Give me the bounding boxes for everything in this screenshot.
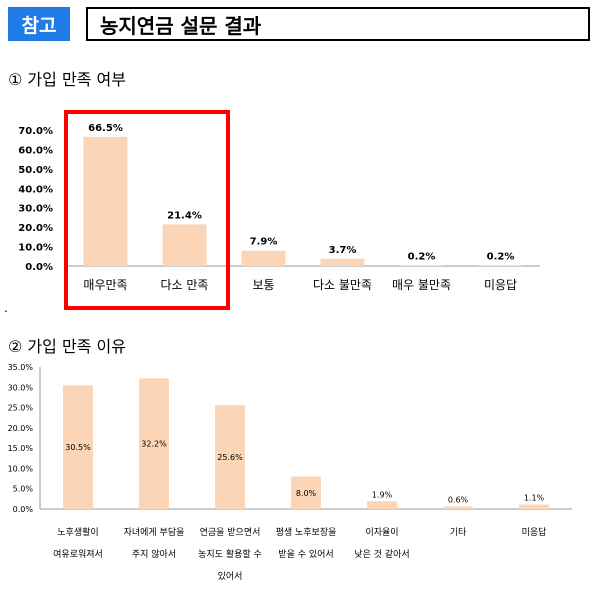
x-tick-label: 낮은 것 같아서 — [354, 548, 409, 560]
satisfaction-chart: 0.0% 10.0% 20.0% 30.0% 40.0% 50.0% 60.0% 70.0% 6… — [0, 100, 600, 300]
x-tick-label: 주지 않아서 — [132, 549, 176, 560]
reason-chart: 0.0% 5.0% 10.0% 15.0% 20.0% 25.0% 30.0% 35.0% 30… — [0, 355, 600, 595]
bar — [163, 224, 207, 266]
x-tick-label: 매우 불만족 — [392, 278, 451, 292]
y-tick-label: 60.0% — [18, 145, 53, 156]
y-tick-label: 25.0% — [8, 404, 34, 413]
data-label: 0.2% — [487, 252, 515, 263]
y-tick-label: 0.0% — [25, 262, 53, 273]
data-label: 21.4% — [167, 210, 202, 221]
x-tick-label: 매우만족 — [83, 278, 127, 292]
x-tick-label: 다소 만족 — [161, 278, 209, 292]
y-tick-label: 10.0% — [18, 243, 53, 254]
y-tick-label: 30.0% — [18, 204, 53, 215]
x-tick-label: 이자율이 — [365, 527, 398, 538]
y-tick-label: 35.0% — [8, 363, 34, 372]
x-tick-label: 있어서 — [218, 570, 243, 582]
data-label: 30.5% — [65, 443, 91, 452]
data-label: 0.6% — [448, 496, 469, 505]
x-tick-label: 평생 노후보장을 — [276, 527, 337, 538]
y-tick-label: 15.0% — [8, 444, 34, 453]
page-title: 농지연금 설문 결과 — [86, 7, 590, 41]
y-tick-label: 30.0% — [8, 383, 34, 392]
x-tick-label: 미응답 — [484, 278, 517, 292]
x-tick-label: 연금을 받으면서 — [200, 527, 261, 538]
x-tick-label: 노후생활이 — [57, 526, 98, 538]
bar — [443, 507, 473, 509]
x-tick-label: 받을 수 있어서 — [278, 548, 333, 560]
section-1-title: ① 가입 만족 여부 — [8, 66, 126, 90]
x-tick-label: 여유로워져서 — [53, 548, 103, 560]
stray-dot: . — [4, 301, 8, 315]
x-tick-label: 자녀에게 부담을 — [124, 526, 185, 538]
y-tick-label: 40.0% — [18, 184, 53, 195]
data-label: 1.9% — [372, 490, 393, 499]
y-tick-label: 20.0% — [18, 223, 53, 234]
y-tick-label: 50.0% — [18, 165, 53, 176]
x-tick-label: 보통 — [252, 278, 274, 292]
data-label: 1.1% — [524, 494, 545, 503]
x-tick-label: 다소 불만족 — [313, 278, 372, 292]
data-label: 66.5% — [88, 123, 123, 134]
y-tick-label: 20.0% — [8, 424, 34, 433]
data-label: 3.7% — [329, 245, 357, 256]
data-label: 8.0% — [296, 489, 317, 498]
section-2-title: ② 가입 만족 이유 — [8, 333, 126, 357]
x-tick-label: 미응답 — [522, 526, 547, 538]
y-tick-label: 0.0% — [13, 505, 34, 514]
bar — [519, 505, 549, 509]
bar — [242, 251, 286, 266]
bar — [367, 501, 397, 509]
reference-badge: 참고 — [8, 7, 70, 41]
bar — [321, 259, 365, 266]
y-tick-label: 5.0% — [13, 485, 34, 494]
x-tick-label: 기타 — [450, 527, 467, 538]
data-label: 0.2% — [408, 252, 436, 263]
y-tick-label: 70.0% — [18, 126, 53, 137]
data-label: 25.6% — [217, 453, 243, 462]
data-label: 32.2% — [141, 440, 167, 449]
y-tick-label: 10.0% — [8, 464, 34, 473]
bar — [84, 137, 128, 266]
x-tick-label: 농지도 활용할 수 — [198, 548, 262, 560]
data-label: 7.9% — [250, 237, 278, 248]
